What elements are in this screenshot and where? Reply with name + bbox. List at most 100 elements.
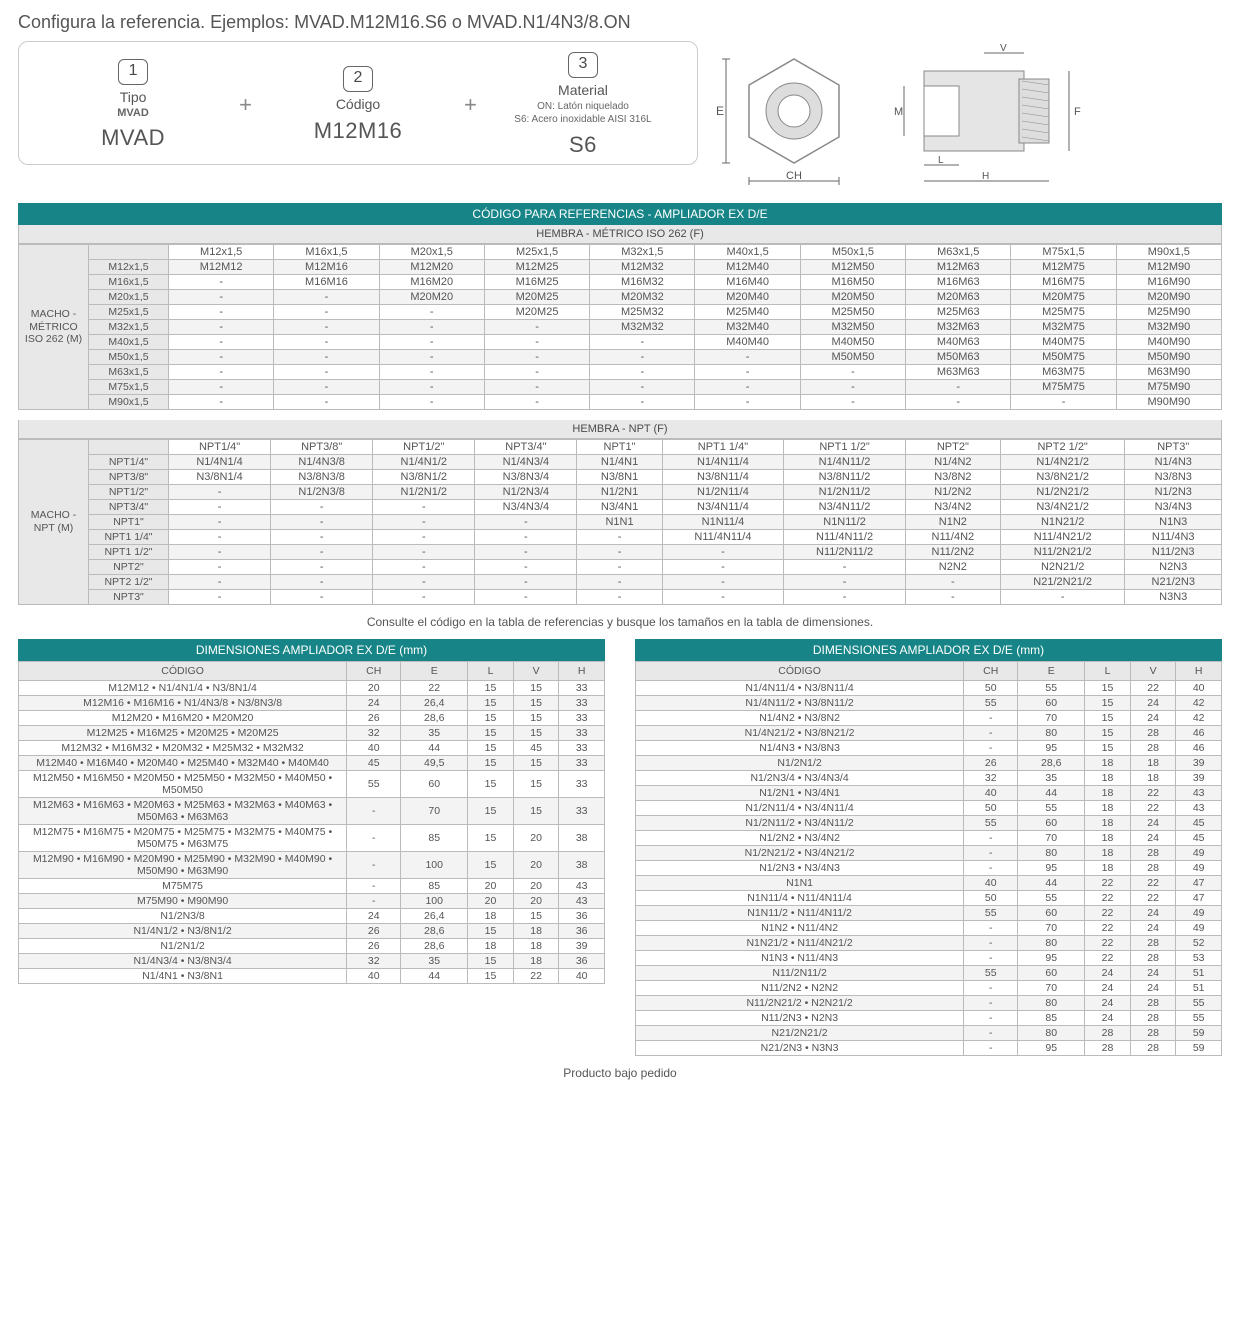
dim-cell: -: [347, 879, 401, 894]
dim-cell: N1N21/2 • N11/4N21/2: [636, 936, 964, 951]
dim-cell: 95: [1018, 861, 1085, 876]
svg-text:E: E: [716, 104, 724, 118]
dim-cell: 42: [1176, 696, 1222, 711]
ref-cell: -: [475, 560, 577, 575]
dim-cell: N1N11/4 • N11/4N11/4: [636, 891, 964, 906]
ref-cell: -: [577, 530, 662, 545]
col-head: M75x1,5: [1011, 245, 1116, 260]
dim-cell: 35: [401, 954, 468, 969]
dim-cell: 32: [964, 771, 1018, 786]
dim-cell: -: [964, 831, 1018, 846]
dim-cell: 46: [1176, 741, 1222, 756]
dim-col-head: CH: [964, 662, 1018, 681]
ref-cell: N1/4N1/2: [373, 455, 475, 470]
dim-cell: N1/2N3 • N3/4N3: [636, 861, 964, 876]
ref-cell: M12M32: [590, 260, 695, 275]
ref-cell: N3/8N1/4: [169, 470, 271, 485]
dim-cell: N1N1: [636, 876, 964, 891]
dim-cell: 24: [1085, 981, 1131, 996]
dim-cell: M12M16 • M16M16 • N1/4N3/8 • N3/8N3/8: [19, 696, 347, 711]
dim-cell: N1/4N11/4 • N3/8N11/4: [636, 681, 964, 696]
row-head: NPT1": [89, 515, 169, 530]
col-head: NPT1 1/2": [784, 440, 906, 455]
dim-cell: -: [964, 1011, 1018, 1026]
ref-cell: -: [475, 575, 577, 590]
ref-cell: M40M63: [906, 335, 1011, 350]
dim-cell: 95: [1018, 951, 1085, 966]
ref-cell: -: [695, 380, 800, 395]
dim-cell: 15: [1085, 726, 1131, 741]
dim-cell: 32: [347, 726, 401, 741]
ref-cell: M32M90: [1116, 320, 1221, 335]
ref-cell: M50M90: [1116, 350, 1221, 365]
dim-cell: N21/2N21/2: [636, 1026, 964, 1041]
dim-cell: M75M75: [19, 879, 347, 894]
ref-cell: -: [169, 275, 274, 290]
dim-cell: 51: [1176, 966, 1222, 981]
top-row: 1TipoMVADMVAD+2CódigoM12M16+3MaterialON:…: [18, 41, 1222, 191]
dim-cell: 55: [1018, 681, 1085, 696]
ref-cell: N1/2N11/2: [784, 485, 906, 500]
cfg-label: Código: [260, 96, 456, 112]
ref-cell: N1/4N11/4: [662, 455, 784, 470]
col-head: NPT2 1/2": [1000, 440, 1125, 455]
dim-cell: 51: [1176, 981, 1222, 996]
dim-cell: N1/2N3/4 • N3/4N3/4: [636, 771, 964, 786]
ref-cell: N11/2N11/2: [784, 545, 906, 560]
dim-cell: -: [964, 936, 1018, 951]
dim-cell: 47: [1176, 891, 1222, 906]
col-head: NPT3": [1125, 440, 1222, 455]
dim-cell: N11/2N3 • N2N3: [636, 1011, 964, 1026]
ref-cell: M12M75: [1011, 260, 1116, 275]
dim-cell: 18: [1085, 771, 1131, 786]
dim-cell: N11/2N21/2 • N2N21/2: [636, 996, 964, 1011]
ref-cell: M32M40: [695, 320, 800, 335]
ref-cell: N11/4N11/4: [662, 530, 784, 545]
col-head: NPT1/4": [169, 440, 271, 455]
ref-cell: -: [379, 320, 484, 335]
ref-cell: M25M90: [1116, 305, 1221, 320]
dim-cell: 36: [559, 924, 605, 939]
ref-cell: N3/8N3/4: [475, 470, 577, 485]
ref-cell: -: [271, 545, 373, 560]
dim-cell: 59: [1176, 1026, 1222, 1041]
ref-cell: -: [169, 320, 274, 335]
dim-cell: 28: [1085, 1026, 1131, 1041]
ref-cell: -: [373, 560, 475, 575]
dim-cell: 35: [401, 726, 468, 741]
ref-cell: N3/4N3: [1125, 500, 1222, 515]
plus-separator: +: [456, 92, 485, 118]
dim-col-head: E: [401, 662, 468, 681]
cfg-val: S6: [485, 132, 681, 158]
ref-cell: -: [800, 380, 905, 395]
dim-cell: M75M90 • M90M90: [19, 894, 347, 909]
dim-cell: 18: [1130, 771, 1176, 786]
ref-cell: N1N3: [1125, 515, 1222, 530]
dim-cell: 22: [1130, 681, 1176, 696]
dim-cell: 35: [1018, 771, 1085, 786]
ref-cell: M12M20: [379, 260, 484, 275]
dim-col-head: L: [468, 662, 514, 681]
ref-cell: -: [662, 545, 784, 560]
ref-cell: M50M50: [800, 350, 905, 365]
dim-col-head: CÓDIGO: [636, 662, 964, 681]
dim-cell: M12M90 • M16M90 • M20M90 • M25M90 • M32M…: [19, 852, 347, 879]
dim-cell: 28,6: [401, 939, 468, 954]
ref-cell: -: [169, 335, 274, 350]
ref-cell: M20M90: [1116, 290, 1221, 305]
ref-cell: -: [169, 500, 271, 515]
ref-cell: M25M50: [800, 305, 905, 320]
row-head: M63x1,5: [89, 365, 169, 380]
dim-cell: 22: [1130, 786, 1176, 801]
dim-cell: 20: [513, 852, 559, 879]
dim-title-left: DIMENSIONES AMPLIADOR EX D/E (mm): [18, 639, 605, 661]
col-head: M50x1,5: [800, 245, 905, 260]
dim-cell: 40: [1176, 681, 1222, 696]
dim-cell: N1/2N3/8: [19, 909, 347, 924]
ref-cell: N2N3: [1125, 560, 1222, 575]
dim-cell: M12M40 • M16M40 • M20M40 • M25M40 • M32M…: [19, 756, 347, 771]
dim-cell: 44: [1018, 786, 1085, 801]
ref-cell: N3/8N11/4: [662, 470, 784, 485]
ref-cell: -: [784, 590, 906, 605]
col-head: M12x1,5: [169, 245, 274, 260]
